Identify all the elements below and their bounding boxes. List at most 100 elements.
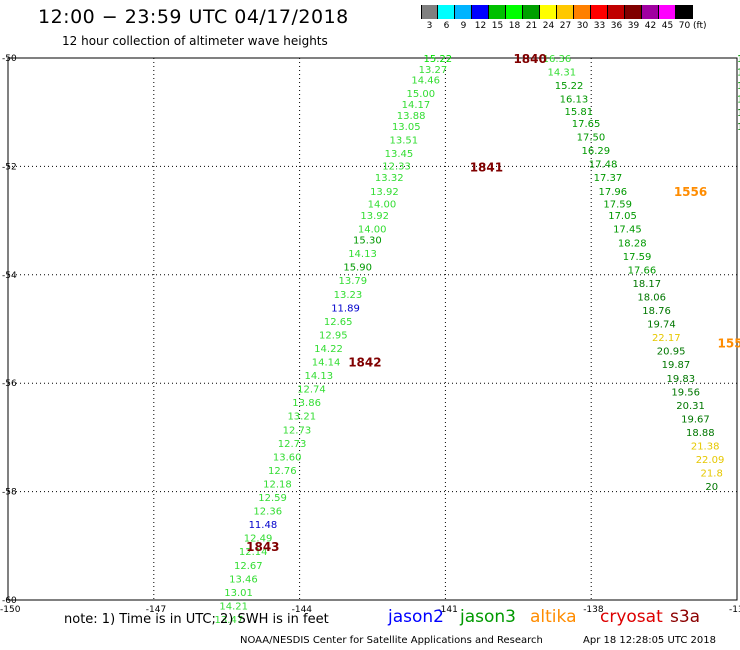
x-tick-label: -13 [729,605,740,615]
color-swatch [489,5,506,19]
color-scale-label: 24 [542,21,555,31]
color-scale-label: (ft) [693,21,707,31]
swh-data-label: 20 [705,482,718,493]
color-swatch [523,5,540,19]
color-scale-label: 42 [644,21,657,31]
swh-data-label: 12.67 [234,561,263,572]
swh-data-label: 22.17 [652,333,681,344]
swh-data-label: 13.46 [229,574,258,585]
swh-data-label: 16.78 [737,81,740,92]
swh-data-label: 14.46 [411,76,440,87]
y-tick-label: -56 [2,379,17,389]
color-scale-label: 9 [460,21,467,31]
swh-data-label: 13.05 [392,122,421,133]
color-scale-label: 18 [508,21,521,31]
color-scale-label: 30 [576,21,589,31]
swh-data-label: 13.60 [273,452,302,463]
swh-data-label: 17.59 [623,252,652,263]
pass-time-label: 1841 [470,160,503,174]
pass-time-label: 1843 [246,540,279,554]
swh-data-label: 17.59 [603,199,632,210]
color-swatch [608,5,625,19]
color-scale-label: 45 [661,21,674,31]
swh-data-label: 12.73 [283,425,312,436]
swh-data-label: 17.02 [737,54,740,65]
color-swatch [659,5,676,19]
swh-data-label: 12.14 [239,547,268,558]
color-swatch [438,5,455,19]
swh-data-label: 19.74 [647,320,676,331]
pass-time-label: 1840 [513,52,546,66]
pass-time-label: 1842 [348,356,381,370]
swh-data-label: 19.83 [667,374,696,385]
x-tick-label: -147 [146,605,166,615]
swh-data-label: 17.96 [598,187,627,198]
swh-data-label: 14.17 [402,100,431,111]
color-scale-label: 27 [559,21,572,31]
swh-data-label: 11.48 [249,520,278,531]
color-swatch [557,5,574,19]
x-tick-label: -141 [437,605,457,615]
swh-data-label: 14.22 [314,344,343,355]
swh-data-label: 13.45 [385,149,414,160]
swh-data-label: 14.13 [348,249,377,260]
swh-data-label: 11.89 [331,303,360,314]
swh-data-label: 15.90 [343,263,372,274]
footer-timestamp: Apr 18 12:28:05 UTC 2018 [583,635,716,646]
color-scale-bar [421,5,693,19]
swh-data-label: 14.31 [547,68,576,79]
swh-data-label: 17.66 [628,265,657,276]
color-swatch [421,5,438,19]
swh-data-label: 14.13 [304,371,333,382]
color-swatch [574,5,591,19]
legend-item-jason3: jason3 [460,607,516,627]
y-tick-label: -54 [2,271,17,281]
color-scale-label: 39 [627,21,640,31]
swh-data-label: 12.33 [382,161,411,172]
swh-data-label: 22.09 [696,455,725,466]
y-tick-label: -58 [2,488,17,498]
swh-data-label: 19.87 [662,360,691,371]
pass-time-label: 1555 [718,337,740,351]
swh-data-label: 14.00 [358,225,387,236]
swh-data-label: 17.05 [608,211,637,222]
swh-data-label: 12.49 [244,534,273,545]
swh-data-label: 13.88 [397,111,426,122]
color-swatch [472,5,489,19]
swh-data-label: 17.48 [589,160,618,171]
swh-data-label: 13.92 [370,187,399,198]
swh-data-label: 18.62 [737,108,740,119]
color-swatch [506,5,523,19]
color-swatch [591,5,608,19]
chart-subtitle: 12 hour collection of altimeter wave hei… [62,34,328,48]
color-scale-label: 70 [678,21,691,31]
swh-data-label: 12.76 [268,466,297,477]
swh-data-label: 17.20 [737,68,740,79]
swh-data-label: 18.28 [618,238,647,249]
swh-data-label: 12.18 [263,479,292,490]
legend-item-cryosat: cryosat [600,607,663,627]
swh-data-label: 12.65 [324,317,353,328]
swh-data-label: 13.86 [292,398,321,409]
y-tick-label: -50 [2,54,17,64]
x-tick-label: -144 [292,605,313,615]
swh-data-label: 18.17 [633,279,662,290]
swh-data-label: 21.8 [701,469,723,480]
swh-data-label: 17.45 [613,225,642,236]
swh-data-label: 15.81 [564,107,593,118]
color-scale-label: 12 [474,21,487,31]
color-scale-label: 6 [443,21,450,31]
footnote: note: 1) Time is in UTC; 2) SWH is in fe… [64,612,329,627]
swh-data-label: 15.00 [407,89,436,100]
swh-data-label: 18.06 [637,292,666,303]
color-scale-label: 21 [525,21,538,31]
color-swatch [676,5,693,19]
swh-data-label: 14.21 [219,601,248,612]
swh-data-label: 18.88 [686,428,715,439]
color-scale-label: 15 [491,21,504,31]
y-tick-label: -52 [2,162,17,172]
swh-data-label: 18.76 [642,306,671,317]
color-swatch [625,5,642,19]
swh-data-label: 16.29 [581,146,610,157]
swh-data-label: 12.36 [253,507,282,518]
